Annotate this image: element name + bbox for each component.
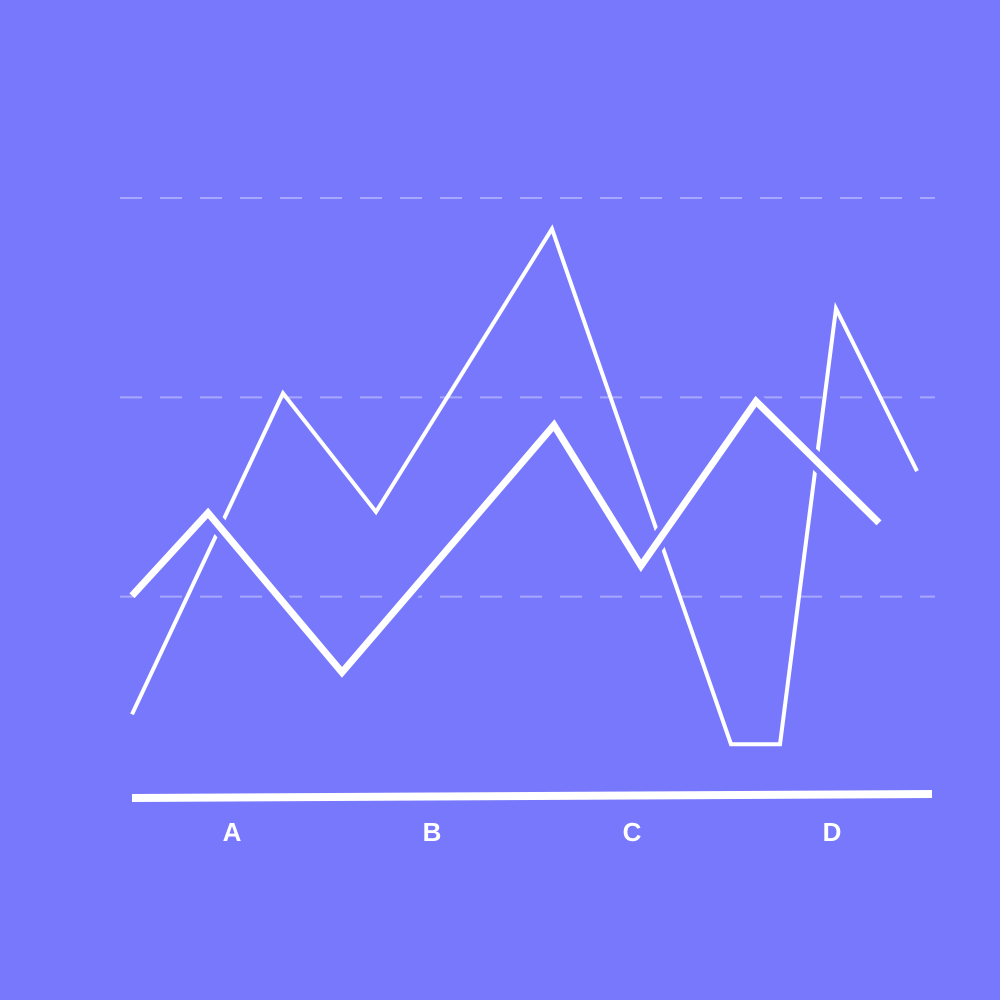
line-halo	[125, 388, 885, 686]
x-tick-label: D	[823, 817, 842, 847]
x-axis	[131, 790, 933, 802]
line	[130, 224, 919, 747]
x-tick-label: A	[223, 817, 242, 847]
line	[129, 395, 882, 678]
x-tick-label: B	[423, 817, 442, 847]
x-tick-label: C	[623, 817, 642, 847]
